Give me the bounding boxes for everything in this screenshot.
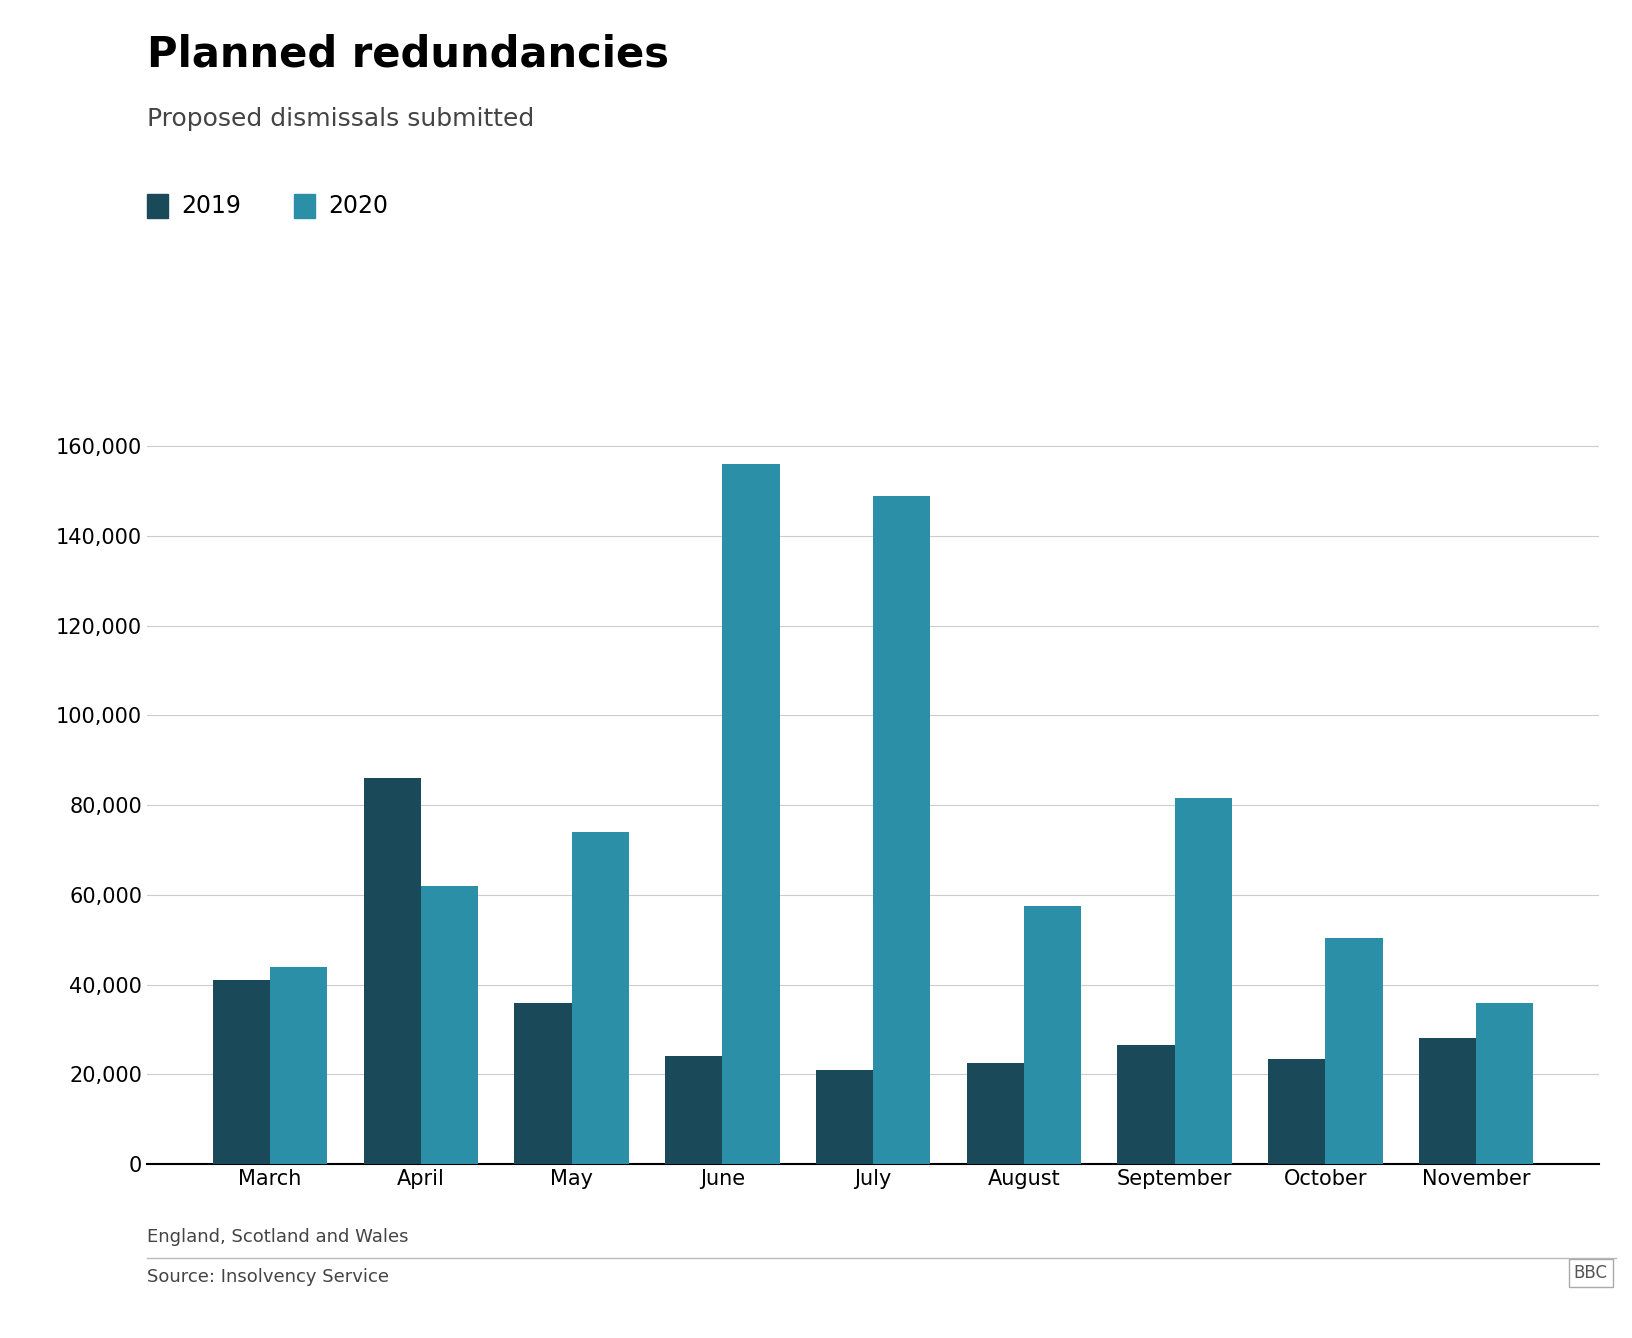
Bar: [1175, 799, 1232, 1164]
Bar: [816, 1070, 873, 1164]
Bar: [421, 886, 478, 1164]
Bar: [966, 1064, 1023, 1164]
Bar: [1325, 938, 1382, 1164]
Text: BBC: BBC: [1573, 1264, 1608, 1282]
Bar: [723, 464, 780, 1164]
Bar: [1475, 1002, 1534, 1164]
Text: England, Scotland and Wales: England, Scotland and Wales: [147, 1228, 408, 1246]
Text: Source: Insolvency Service: Source: Insolvency Service: [147, 1268, 388, 1286]
Bar: [571, 832, 628, 1164]
Bar: [873, 495, 930, 1164]
Bar: [1418, 1038, 1475, 1164]
Text: Proposed dismissals submitted: Proposed dismissals submitted: [147, 107, 534, 131]
Text: Planned redundancies: Planned redundancies: [147, 33, 669, 75]
Bar: [212, 981, 271, 1164]
Bar: [1118, 1045, 1175, 1164]
Text: 2019: 2019: [181, 194, 242, 218]
Bar: [1268, 1058, 1325, 1164]
Bar: [666, 1057, 723, 1164]
Bar: [271, 966, 328, 1164]
Bar: [514, 1002, 571, 1164]
Bar: [364, 779, 421, 1164]
Text: 2020: 2020: [328, 194, 388, 218]
Bar: [1023, 906, 1080, 1164]
